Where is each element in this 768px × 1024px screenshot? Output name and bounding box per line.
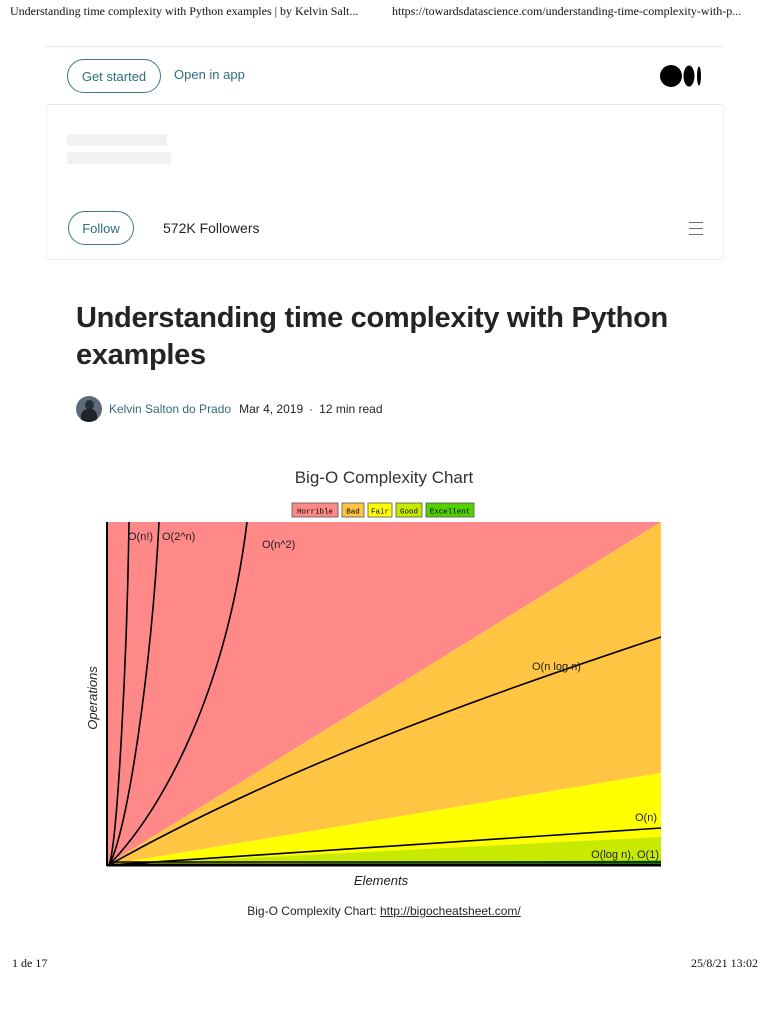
divider xyxy=(47,259,723,260)
chart-title: Big-O Complexity Chart xyxy=(295,468,474,487)
print-footer: 1 de 17 25/8/21 13:02 xyxy=(0,956,768,974)
curve-label-o-2-n: O(2^n) xyxy=(162,531,195,543)
author-name-link[interactable]: Kelvin Salton do Prado xyxy=(109,402,232,416)
chart-legend: Horrible Bad Fair Good Excellent xyxy=(291,502,475,518)
hamburger-menu-icon[interactable] xyxy=(689,222,703,236)
legend-swatch-bad xyxy=(341,502,365,518)
legend-label-bad: Bad xyxy=(346,509,360,517)
curve-o-2-n xyxy=(108,521,160,866)
publish-date: Mar 4, 2019 xyxy=(239,402,304,416)
complexity-regions xyxy=(107,522,661,865)
curve-o-n xyxy=(108,521,130,866)
curve-label-o-log-n-o-1: O(log n), O(1) xyxy=(591,849,659,861)
curve-o-n-log-n xyxy=(108,636,662,866)
curve-label-o-n: O(n!) xyxy=(128,531,153,543)
legend-swatch-horrible xyxy=(291,502,339,518)
caption-text: Big-O Complexity Chart: xyxy=(247,904,380,918)
follow-button[interactable]: Follow xyxy=(68,211,134,245)
publication-header: Follow 572K Followers xyxy=(46,104,724,260)
article-byline: Kelvin Salton do Prado Mar 4, 2019 · 12 … xyxy=(76,396,383,422)
curve-label-o-n-log-n: O(n log n) xyxy=(532,661,581,673)
x-axis-label: Elements xyxy=(354,873,409,888)
print-header: Understanding time complexity with Pytho… xyxy=(0,0,768,24)
figure-caption: Big-O Complexity Chart: http://bigocheat… xyxy=(0,904,768,918)
big-o-complexity-chart: Big-O Complexity Chart Horrible Bad Fair Go… xyxy=(76,450,692,890)
region-good xyxy=(107,837,661,865)
article-title: Understanding time complexity with Pytho… xyxy=(76,302,668,371)
followers-count[interactable]: 572K Followers xyxy=(163,220,260,236)
legend-swatch-excellent xyxy=(425,502,475,518)
medium-logo-icon[interactable] xyxy=(660,65,702,87)
legend-label-fair: Fair xyxy=(371,509,389,517)
complexity-curves xyxy=(108,521,662,866)
legend-label-horrible: Horrible xyxy=(297,509,333,517)
read-time: 12 min read xyxy=(319,402,383,416)
print-page-url: https://towardsdatascience.com/understan… xyxy=(392,4,742,18)
region-bad xyxy=(107,522,661,865)
caption-link[interactable]: http://bigocheatsheet.com/ xyxy=(379,904,521,918)
open-in-app-link[interactable]: Open in app xyxy=(174,67,245,82)
curve-label-o-n-2: O(n^2) xyxy=(262,539,295,551)
legend-label-excellent: Excellent xyxy=(430,509,471,517)
legend-swatch-fair xyxy=(367,502,393,518)
legend-swatch-good xyxy=(395,502,423,518)
meta-separator: · xyxy=(309,402,314,416)
curve-o-n xyxy=(108,827,662,866)
get-started-button[interactable]: Get started xyxy=(67,59,161,93)
print-page-title: Understanding time complexity with Pytho… xyxy=(10,4,359,18)
top-navigation-bar: Get started Open in app xyxy=(46,46,722,105)
curve-o-n-2 xyxy=(108,521,248,866)
page-number: 1 de 17 xyxy=(12,956,48,970)
publication-logo[interactable] xyxy=(67,134,177,174)
curve-labels: O(n!) O(2^n) O(n^2) O(n log n) O(n) O(log n),… xyxy=(128,531,659,861)
author-avatar[interactable] xyxy=(76,396,102,422)
print-date: 25/8/21 13:02 xyxy=(690,956,758,970)
big-o-chart-figure: Big-O Complexity Chart Horrible Bad Fair Go… xyxy=(76,450,692,890)
legend-label-good: Good xyxy=(400,509,418,517)
region-fair xyxy=(107,773,661,865)
y-axis-label: Operations xyxy=(85,666,100,730)
curve-label-o-n: O(n) xyxy=(635,812,657,824)
